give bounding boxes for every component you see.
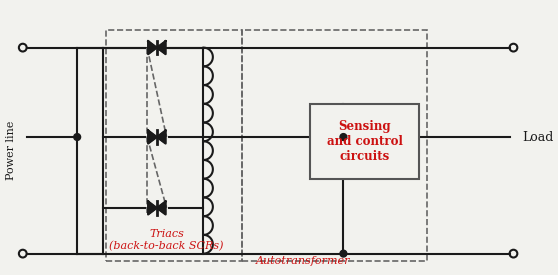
Circle shape	[74, 134, 80, 141]
Bar	[310, 104, 419, 179]
Polygon shape	[148, 130, 157, 144]
Polygon shape	[148, 201, 157, 214]
Text: Triacs
(back-to-back SCRs): Triacs (back-to-back SCRs)	[109, 229, 224, 251]
Text: Power line: Power line	[6, 121, 16, 180]
Text: Autotransformer: Autotransformer	[256, 256, 350, 266]
Bar	[242, 30, 427, 261]
Polygon shape	[148, 41, 157, 54]
Bar	[107, 30, 242, 261]
Text: Sensing
and control
circuits: Sensing and control circuits	[327, 120, 403, 163]
Text: Load: Load	[522, 131, 554, 144]
Circle shape	[340, 134, 347, 141]
Circle shape	[340, 250, 347, 257]
Polygon shape	[157, 130, 166, 144]
Polygon shape	[157, 201, 166, 214]
Polygon shape	[157, 41, 166, 54]
